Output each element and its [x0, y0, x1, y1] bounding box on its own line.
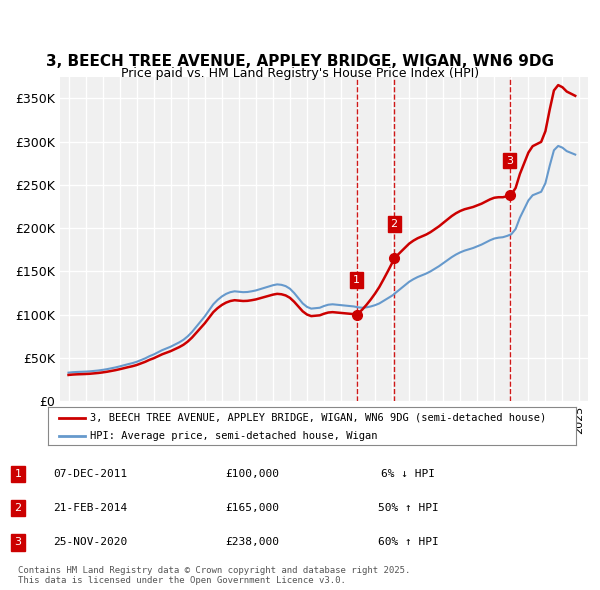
Text: HPI: Average price, semi-detached house, Wigan: HPI: Average price, semi-detached house,… — [90, 431, 378, 441]
Text: 3, BEECH TREE AVENUE, APPLEY BRIDGE, WIGAN, WN6 9DG (semi-detached house): 3, BEECH TREE AVENUE, APPLEY BRIDGE, WIG… — [90, 413, 547, 423]
Text: £238,000: £238,000 — [225, 537, 279, 547]
Text: Price paid vs. HM Land Registry's House Price Index (HPI): Price paid vs. HM Land Registry's House … — [121, 67, 479, 80]
Text: 07-DEC-2011: 07-DEC-2011 — [53, 469, 127, 479]
Text: 3, BEECH TREE AVENUE, APPLEY BRIDGE, WIGAN, WN6 9DG: 3, BEECH TREE AVENUE, APPLEY BRIDGE, WIG… — [46, 54, 554, 70]
Text: 21-FEB-2014: 21-FEB-2014 — [53, 503, 127, 513]
Text: Contains HM Land Registry data © Crown copyright and database right 2025.
This d: Contains HM Land Registry data © Crown c… — [18, 566, 410, 585]
Text: 2: 2 — [391, 219, 398, 229]
Text: 3: 3 — [506, 156, 513, 166]
Text: 1: 1 — [353, 275, 360, 285]
Text: 25-NOV-2020: 25-NOV-2020 — [53, 537, 127, 547]
Text: 50% ↑ HPI: 50% ↑ HPI — [377, 503, 439, 513]
Text: 1: 1 — [14, 469, 22, 479]
Text: £165,000: £165,000 — [225, 503, 279, 513]
Text: 2: 2 — [14, 503, 22, 513]
Text: 60% ↑ HPI: 60% ↑ HPI — [377, 537, 439, 547]
Text: 3: 3 — [14, 537, 22, 547]
Text: £100,000: £100,000 — [225, 469, 279, 479]
Text: 6% ↓ HPI: 6% ↓ HPI — [381, 469, 435, 479]
